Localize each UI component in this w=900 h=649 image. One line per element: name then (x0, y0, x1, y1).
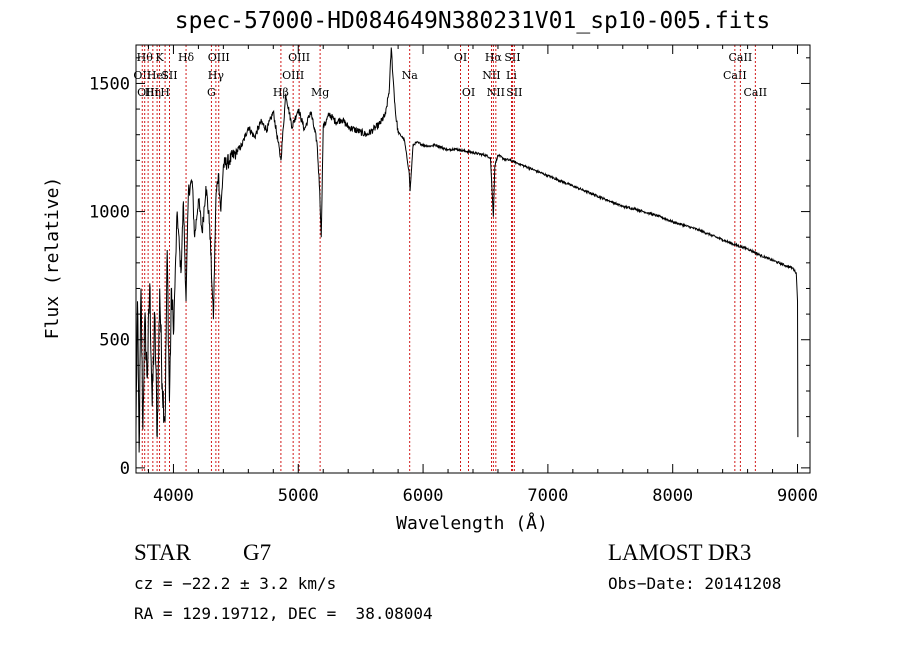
line-marker-label: SII (506, 86, 522, 99)
y-tick-label: 1500 (89, 74, 130, 94)
line-marker-label: OIII (208, 51, 230, 64)
line-marker-label: CaII (743, 86, 767, 99)
spectral-subclass: G7 (243, 540, 272, 565)
line-marker-label: OIII (288, 51, 310, 64)
obs-date: Obs−Date: 20141208 (608, 574, 782, 593)
object-class: STAR (134, 540, 191, 565)
line-marker-label: Hδ (178, 51, 195, 64)
y-axis-label: Flux (relative) (42, 177, 63, 340)
line-marker-label: NII (482, 69, 500, 82)
line-marker-label: HeI (147, 69, 167, 82)
plot-frame (135, 44, 811, 474)
spectrum-line (135, 47, 799, 453)
x-tick-label: 7000 (527, 486, 568, 506)
line-marker-label: NII (487, 86, 505, 99)
y-axis-ticks: 0 500 1000 1500 (89, 57, 810, 479)
line-marker-label: Mg (311, 86, 329, 99)
coordinates: RA = 129.19712, DEC = 38.08004 (134, 604, 433, 623)
chart-title: spec-57000-HD084649N380231V01_sp10-005.f… (174, 8, 771, 34)
line-marker-label: Na (402, 69, 419, 82)
x-tick-label: 9000 (777, 486, 818, 506)
line-marker-label: CaII (729, 51, 753, 64)
y-tick-label: 0 (120, 459, 130, 479)
line-marker-label: OI (454, 51, 467, 64)
line-marker-label: OIII (137, 86, 159, 99)
line-marker-label: H (160, 86, 170, 99)
x-tick-label: 8000 (652, 486, 693, 506)
line-markers: OIIHθOIIIHηHeIKHSIIHδGHγOIIIHβOIIIOIIIMg… (133, 45, 767, 473)
spectrum-series (135, 47, 799, 453)
line-marker-label: OII (133, 69, 151, 82)
line-marker-label: Hα (485, 51, 503, 64)
line-marker-label: CaII (723, 69, 747, 82)
line-marker-label: SII (504, 51, 520, 64)
line-marker-label: OIII (282, 69, 304, 82)
y-tick-label: 1000 (89, 203, 130, 223)
line-marker-label: OI (462, 86, 475, 99)
y-tick-label: 500 (99, 331, 130, 351)
x-tick-label: 4000 (153, 486, 194, 506)
x-tick-label: 6000 (403, 486, 444, 506)
survey-name: LAMOST DR3 (608, 540, 752, 565)
line-marker-label: G (207, 86, 216, 99)
line-marker-label: Hθ (137, 51, 154, 64)
line-marker-label: SII (161, 69, 177, 82)
line-marker-label: Hβ (273, 86, 289, 99)
line-marker-label: Hη (145, 86, 161, 99)
line-marker-label: Hγ (208, 69, 225, 82)
redshift-cz: cz = −22.2 ± 3.2 km/s (134, 574, 337, 593)
x-axis-ticks: 4000 5000 6000 7000 8000 9000 (147, 45, 818, 506)
line-marker-label: Li (506, 69, 517, 82)
x-axis-label: Wavelength (Å) (396, 512, 548, 534)
line-marker-label: K (155, 51, 164, 64)
x-tick-label: 5000 (278, 486, 319, 506)
